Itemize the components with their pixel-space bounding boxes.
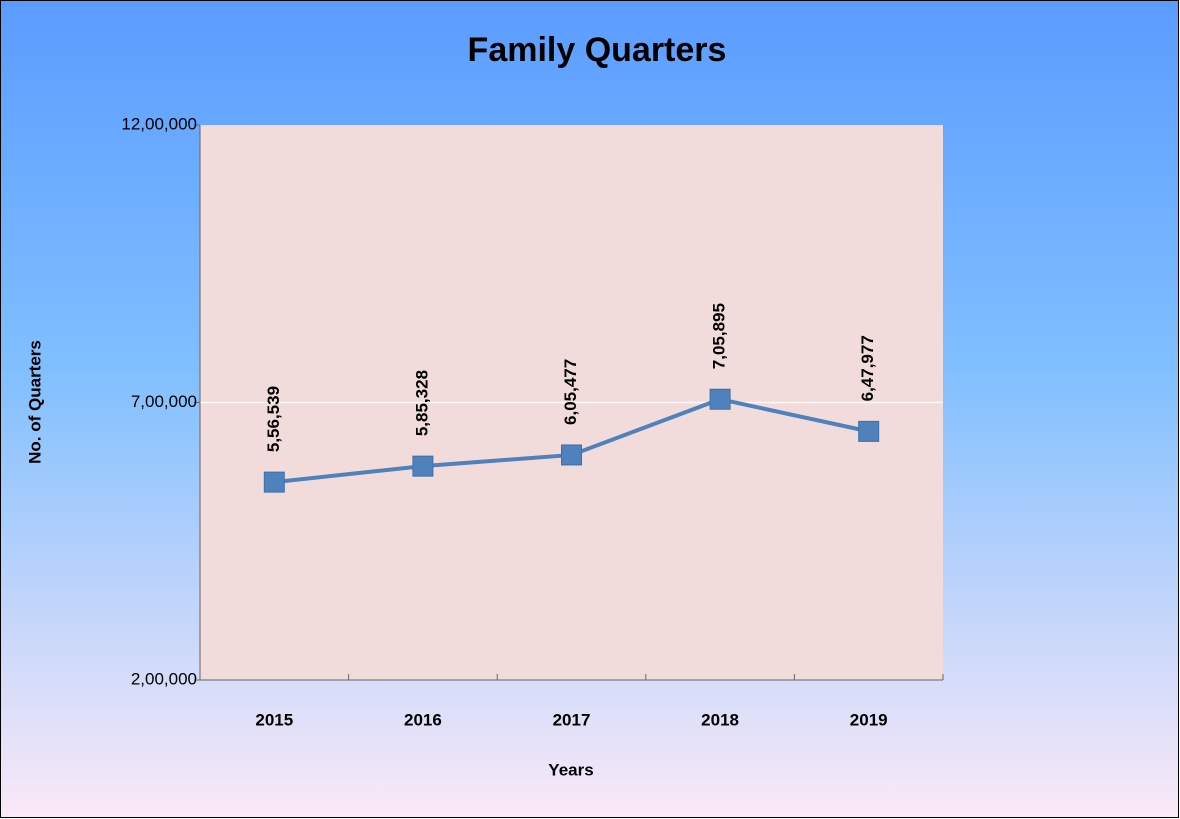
y-axis-title: No. of Quarters	[25, 340, 44, 464]
marker	[709, 388, 731, 410]
x-tick-label: 2019	[850, 710, 888, 729]
marker	[561, 444, 582, 466]
marker	[263, 471, 285, 493]
x-tick-label: 2018	[701, 710, 739, 729]
marker	[412, 455, 434, 477]
x-tick-label: 2017	[553, 710, 591, 729]
data-label: 5,56,539	[264, 386, 283, 452]
x-tick-label: 2016	[404, 710, 442, 729]
y-tick-label: 2,00,000	[131, 669, 197, 688]
y-tick-label: 7,00,000	[131, 392, 197, 411]
data-label: 5,85,328	[412, 370, 431, 436]
data-label: 6,47,977	[858, 335, 877, 401]
data-label: 6,05,477	[561, 359, 580, 425]
data-label: 7,05,895	[710, 303, 729, 369]
marker	[858, 420, 880, 442]
x-tick-label: 2015	[255, 710, 293, 729]
x-axis-title: Years	[548, 760, 593, 779]
y-tick-label: 12,00,000	[121, 114, 197, 133]
chart-title: Family Quarters	[468, 31, 727, 69]
